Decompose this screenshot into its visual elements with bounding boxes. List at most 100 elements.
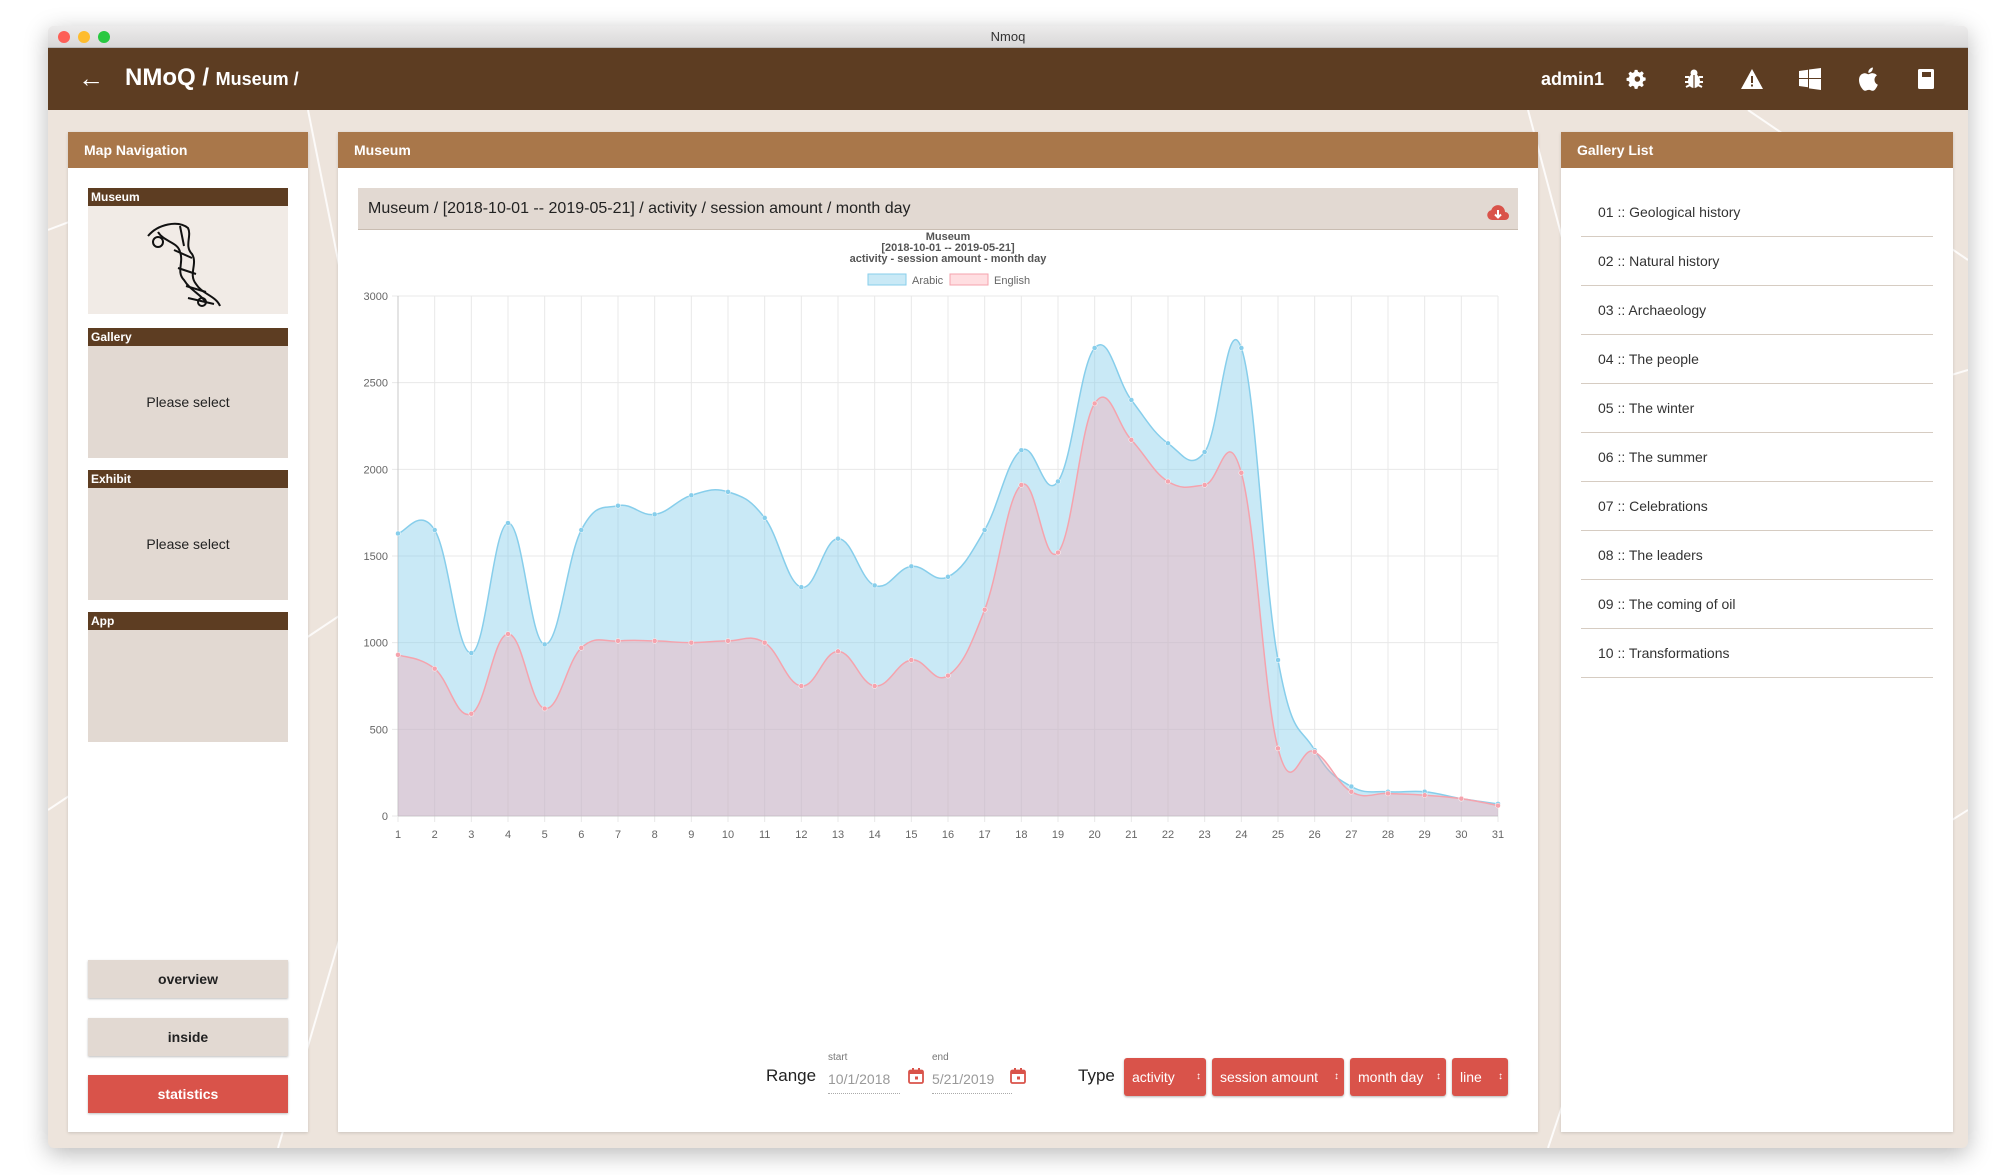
data-point-arabic[interactable] (1275, 657, 1281, 663)
data-point-english[interactable] (505, 631, 511, 637)
brand-title[interactable]: NMoQ / (125, 64, 209, 91)
data-point-english[interactable] (871, 683, 878, 689)
data-point-english[interactable] (578, 645, 585, 651)
cloud-download-icon[interactable] (1486, 198, 1510, 240)
data-point-english[interactable] (761, 639, 768, 646)
end-calendar-icon[interactable] (1010, 1068, 1026, 1089)
data-point-arabic[interactable] (835, 535, 841, 542)
minimize-window-button[interactable] (78, 31, 90, 43)
legend-label[interactable]: English (994, 275, 1030, 287)
data-point-arabic[interactable] (1165, 440, 1171, 447)
data-point-english[interactable] (945, 672, 951, 679)
end-date-field[interactable]: end 5/21/2019 (932, 1052, 1012, 1094)
data-point-english[interactable] (541, 705, 548, 712)
data-point-arabic[interactable] (798, 584, 805, 590)
data-point-arabic[interactable] (615, 502, 621, 509)
data-point-english[interactable] (615, 638, 621, 644)
data-point-english[interactable] (1495, 802, 1501, 809)
app-block[interactable]: App (88, 612, 288, 742)
gallery-list-item[interactable]: 10 :: Transformations (1581, 629, 1933, 678)
data-point-arabic[interactable] (688, 492, 695, 499)
overview-button[interactable]: overview (88, 960, 288, 998)
data-point-english[interactable] (468, 710, 475, 717)
gallery-list-item[interactable]: 06 :: The summer (1581, 433, 1933, 482)
data-point-english[interactable] (1055, 549, 1061, 556)
data-point-english[interactable] (1385, 790, 1391, 797)
exhibit-block[interactable]: Exhibit Please select (88, 470, 288, 600)
data-point-english[interactable] (1018, 482, 1025, 488)
data-point-english[interactable] (725, 638, 731, 644)
type-select[interactable]: activity ↕ (1124, 1058, 1206, 1096)
data-point-english[interactable] (1165, 478, 1171, 485)
data-point-arabic[interactable] (871, 582, 878, 589)
data-point-arabic[interactable] (1091, 345, 1098, 351)
data-point-arabic[interactable] (725, 489, 731, 495)
maximize-window-button[interactable] (98, 31, 110, 43)
data-point-arabic[interactable] (1128, 397, 1135, 403)
warning-icon[interactable] (1740, 67, 1764, 91)
gallery-list-item[interactable]: 02 :: Natural history (1581, 237, 1933, 286)
data-point-arabic[interactable] (1238, 345, 1245, 351)
data-point-english[interactable] (1458, 795, 1465, 802)
gallery-block[interactable]: Gallery Please select (88, 328, 288, 458)
data-point-arabic[interactable] (1018, 447, 1025, 454)
gallery-list-item[interactable]: 09 :: The coming of oil (1581, 580, 1933, 629)
data-point-english[interactable] (1421, 792, 1428, 798)
start-date-field[interactable]: start 10/1/2018 (828, 1052, 900, 1094)
data-point-arabic[interactable] (1201, 449, 1208, 455)
data-point-english[interactable] (1348, 788, 1355, 795)
metric-select[interactable]: session amount ↕ (1212, 1058, 1344, 1096)
data-point-arabic[interactable] (395, 530, 401, 537)
gear-icon[interactable] (1624, 67, 1648, 91)
start-calendar-icon[interactable] (908, 1068, 924, 1089)
gallery-list-item[interactable]: 08 :: The leaders (1581, 531, 1933, 580)
data-point-arabic[interactable] (1055, 478, 1061, 485)
username[interactable]: admin1 (1540, 68, 1604, 89)
data-point-arabic[interactable] (908, 563, 915, 570)
data-point-english[interactable] (431, 665, 438, 672)
legend-label[interactable]: Arabic (912, 275, 944, 287)
data-point-arabic[interactable] (468, 650, 475, 656)
data-point-english[interactable] (651, 638, 658, 644)
data-point-english[interactable] (395, 652, 401, 658)
apple-icon[interactable] (1856, 67, 1880, 91)
window-controls (58, 31, 110, 43)
data-point-english[interactable] (798, 683, 805, 689)
data-point-arabic[interactable] (578, 527, 585, 533)
museum-map-block[interactable]: Museum (88, 188, 288, 314)
data-point-arabic[interactable] (981, 527, 988, 533)
gallery-list-item[interactable]: 05 :: The winter (1581, 384, 1933, 433)
book-icon[interactable] (1914, 67, 1938, 91)
data-point-arabic[interactable] (945, 574, 951, 580)
data-point-english[interactable] (1275, 745, 1281, 752)
data-point-english[interactable] (908, 657, 915, 663)
data-point-english[interactable] (1128, 437, 1135, 443)
data-point-english[interactable] (981, 606, 988, 613)
gallery-list-item[interactable]: 03 :: Archaeology (1581, 286, 1933, 335)
breadcrumb-museum[interactable]: Museum / (215, 69, 299, 89)
data-point-english[interactable] (1201, 482, 1208, 488)
group-select[interactable]: month day ↕ (1350, 1058, 1446, 1096)
gallery-list-item[interactable]: 01 :: Geological history (1581, 188, 1933, 237)
close-window-button[interactable] (58, 31, 70, 43)
windows-icon[interactable] (1798, 67, 1822, 91)
data-point-arabic[interactable] (761, 515, 768, 521)
data-point-arabic[interactable] (505, 520, 511, 526)
bug-icon[interactable] (1682, 67, 1706, 91)
data-point-arabic[interactable] (541, 641, 548, 648)
data-point-arabic[interactable] (1348, 783, 1355, 790)
data-point-english[interactable] (1238, 470, 1245, 476)
gallery-list-item[interactable]: 04 :: The people (1581, 335, 1933, 384)
back-arrow-icon[interactable]: ← (78, 63, 104, 93)
inside-button[interactable]: inside (88, 1018, 288, 1056)
data-point-arabic[interactable] (651, 511, 658, 518)
data-point-english[interactable] (688, 639, 695, 646)
gallery-list-item[interactable]: 07 :: Celebrations (1581, 482, 1933, 531)
data-point-arabic[interactable] (431, 527, 438, 533)
chart-type-select[interactable]: line ↕ (1452, 1058, 1508, 1096)
museum-map-image[interactable] (88, 206, 288, 314)
statistics-button[interactable]: statistics (88, 1075, 288, 1113)
data-point-english[interactable] (835, 648, 841, 655)
data-point-english[interactable] (1091, 400, 1098, 407)
data-point-english[interactable] (1311, 749, 1318, 755)
